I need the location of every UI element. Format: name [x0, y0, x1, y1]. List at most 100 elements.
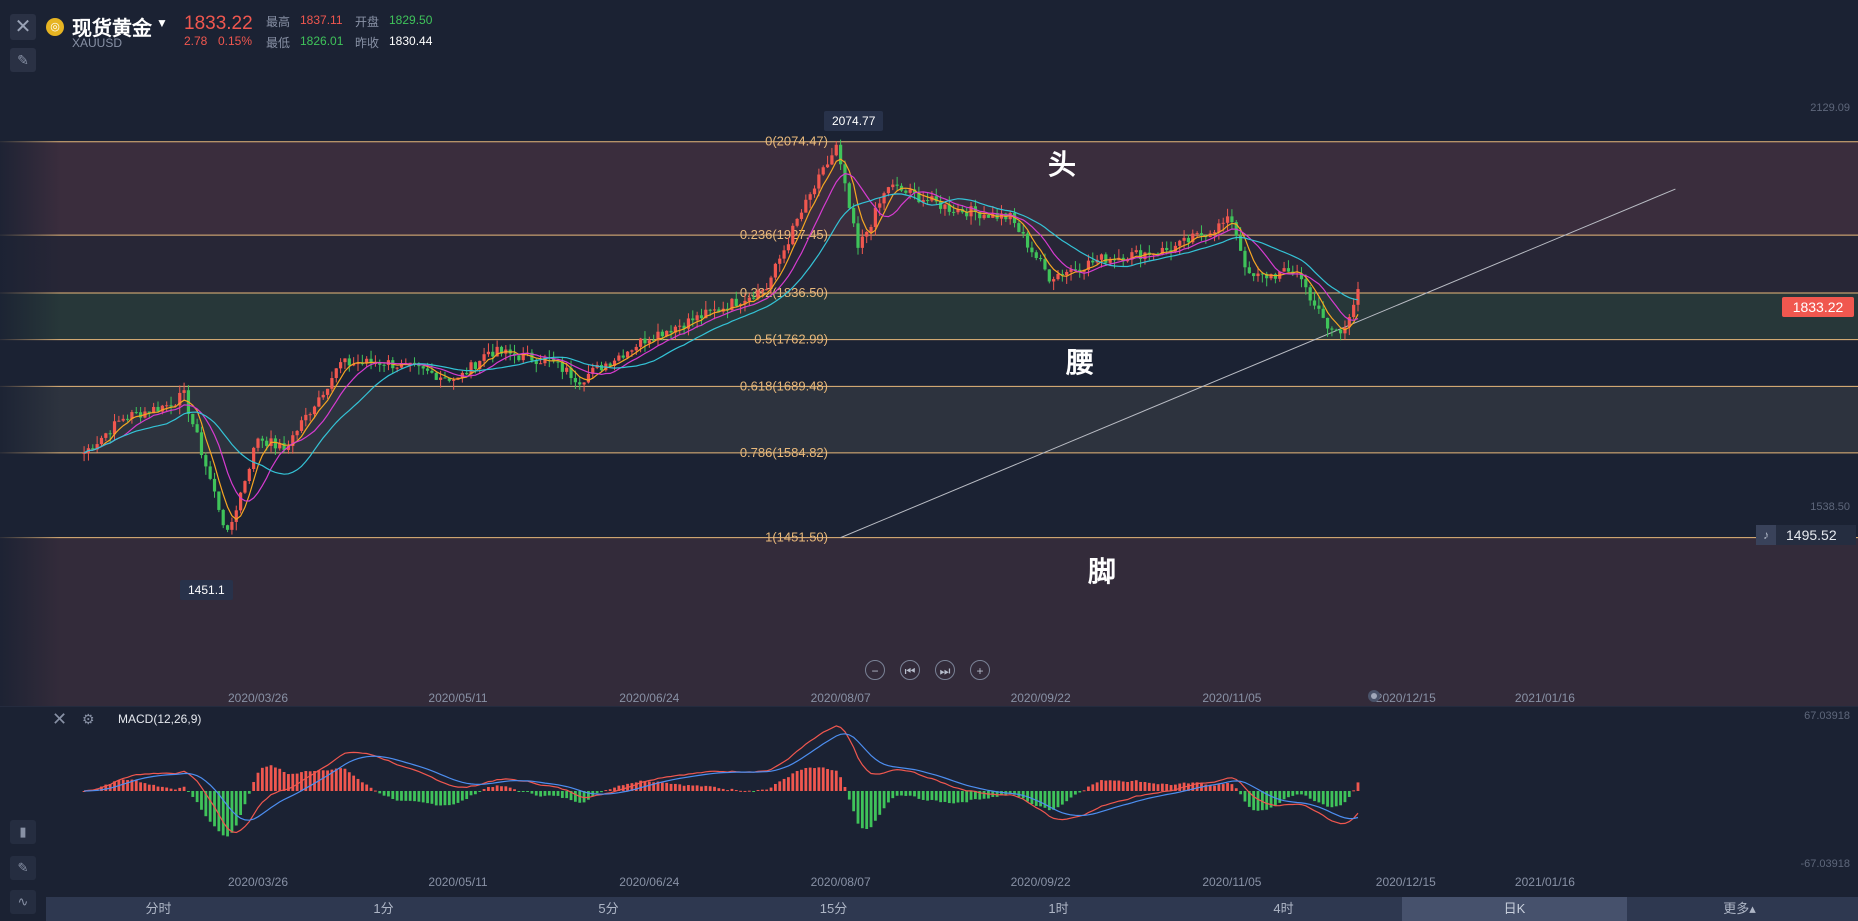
head-label: 头	[1048, 149, 1077, 180]
period-tab-bar: 分时 1分 5分 15分 1时 4时 日K 更多▴	[46, 897, 1858, 921]
macd-histogram-bar	[856, 791, 860, 824]
candle-body	[1173, 245, 1177, 253]
macd-histogram-bar	[530, 791, 534, 794]
step-back-icon[interactable]: ⏮	[900, 660, 920, 680]
candle-body	[356, 363, 360, 365]
price-chart[interactable]: 0(2074.47)0.236(1927.45)0.382(1836.50)0.…	[0, 0, 1858, 706]
candle-body	[156, 406, 160, 412]
close-icon[interactable]: ✕	[10, 14, 36, 40]
zoom-in-icon[interactable]: +	[970, 660, 990, 680]
zoom-out-icon[interactable]: −	[865, 660, 885, 680]
macd-axis-bottom: -67.03918	[1800, 858, 1850, 870]
macd-histogram-bar	[873, 791, 877, 821]
candle-body	[1182, 237, 1186, 241]
macd-histogram-bar	[82, 791, 86, 792]
macd-histogram-bar	[400, 791, 403, 801]
crosshair-tool-icon[interactable]: ✎	[10, 48, 36, 72]
candle-body	[673, 326, 677, 333]
tab-more[interactable]: 更多▴	[1723, 901, 1756, 916]
tab-1min[interactable]: 1分	[373, 901, 394, 916]
macd-histogram-bar	[321, 770, 325, 791]
macd-histogram-bar	[930, 791, 934, 800]
macd-histogram-bar	[1039, 791, 1043, 807]
candle-body	[147, 411, 151, 414]
candle-body	[1339, 329, 1343, 334]
fib-band	[0, 340, 1858, 387]
macd-histogram-bar	[817, 767, 821, 791]
candle-body	[1186, 237, 1191, 243]
macd-histogram-bar	[543, 791, 547, 796]
macd-histogram-bar	[347, 772, 351, 791]
candle-type-icon[interactable]: ▮	[10, 820, 36, 844]
tab-15min[interactable]: 15分	[819, 901, 848, 916]
macd-histogram-bar	[1256, 791, 1260, 811]
macd-histogram-bar	[1169, 785, 1173, 791]
indicator-icon[interactable]: ∿	[10, 890, 36, 914]
macd-histogram-bar	[217, 791, 221, 832]
step-forward-icon[interactable]: ⏭	[935, 660, 955, 680]
candle-body	[656, 331, 660, 341]
tab-5min[interactable]: 5分	[598, 901, 619, 916]
x-tick-label: 2020/06/24	[619, 691, 679, 705]
candle-body	[952, 211, 956, 213]
candle-body	[539, 363, 543, 365]
candle-body	[1052, 279, 1056, 282]
macd-histogram-bar	[704, 785, 708, 791]
tab-daily[interactable]: 日K	[1402, 897, 1627, 921]
candle-body	[643, 338, 647, 344]
candle-body	[917, 192, 921, 203]
dropdown-caret-icon[interactable]: ▼	[156, 16, 168, 30]
macd-histogram-bar	[434, 791, 438, 806]
macd-histogram-bar	[395, 791, 399, 801]
candle-body	[1017, 223, 1021, 232]
macd-histogram-bar	[552, 791, 556, 796]
candle-body	[856, 223, 860, 248]
x-tick-label: 2021/01/16	[1515, 875, 1575, 889]
macd-histogram-bar	[373, 790, 377, 792]
current-price-badge: 1833.22	[1782, 297, 1854, 317]
macd-histogram-bar	[608, 789, 612, 791]
price-alert[interactable]: 1495.52	[1756, 525, 1856, 545]
macd-histogram-bar	[1091, 784, 1095, 791]
candle-body	[478, 360, 482, 369]
candle-body	[847, 183, 851, 208]
tab-timeline[interactable]: 分时	[145, 901, 172, 916]
bell-icon[interactable]: ♪	[1756, 525, 1776, 545]
candle-body	[95, 444, 99, 450]
candle-body	[978, 212, 982, 219]
macd-histogram-bar	[269, 765, 273, 791]
macd-histogram-bar	[726, 790, 729, 792]
candle-body	[791, 225, 795, 245]
candle-body	[1356, 289, 1360, 305]
axis-top-value: 2129.09	[1810, 102, 1850, 114]
macd-histogram-bar	[687, 785, 690, 791]
macd-histogram-bar	[195, 791, 199, 803]
macd-histogram-bar	[1330, 791, 1334, 808]
close-icon[interactable]: ✕	[52, 709, 68, 729]
candle-body	[1269, 274, 1273, 279]
macd-histogram-bar	[95, 788, 99, 791]
macd-histogram-bar	[665, 782, 669, 791]
macd-histogram-bar	[1113, 780, 1116, 791]
macd-histogram-bar	[282, 771, 286, 791]
tab-4hour[interactable]: 4时	[1273, 901, 1294, 916]
candle-body	[839, 144, 843, 165]
macd-histogram-bar	[469, 791, 473, 796]
instrument-name[interactable]: 现货黄金	[72, 18, 152, 40]
tab-1hour[interactable]: 1时	[1048, 901, 1069, 916]
macd-histogram-bar	[113, 781, 116, 791]
candle-body	[817, 174, 821, 189]
macd-histogram-bar	[852, 791, 856, 812]
macd-histogram-bar	[1047, 791, 1051, 811]
candle-body	[1308, 287, 1312, 301]
draw-pen-icon[interactable]: ✎	[10, 856, 36, 880]
gear-icon[interactable]: ⚙	[82, 711, 95, 727]
candle-body	[282, 443, 286, 450]
candle-body	[325, 388, 330, 395]
candle-body	[786, 244, 791, 251]
macd-histogram-bar	[1139, 781, 1143, 791]
candle-body	[1217, 223, 1221, 233]
x-tick-label: 2020/08/07	[811, 691, 871, 705]
macd-histogram-bar	[830, 770, 834, 791]
macd-dif-line	[84, 725, 1359, 834]
